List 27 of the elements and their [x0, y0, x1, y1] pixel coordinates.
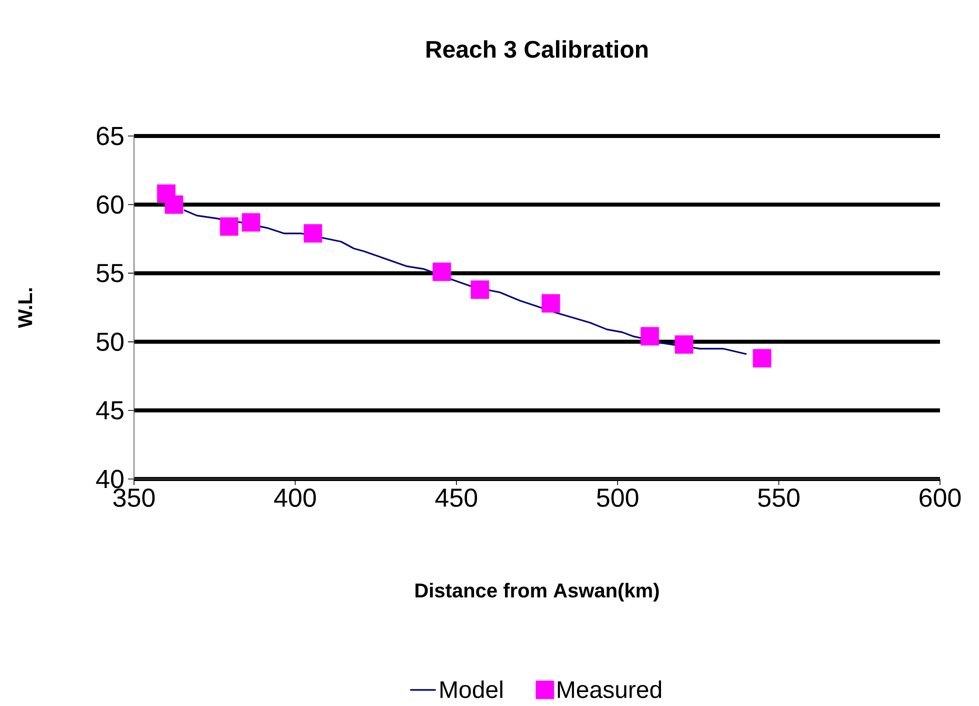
point: [674, 335, 694, 354]
y-tick-label: 60: [96, 195, 124, 214]
point: [242, 213, 260, 232]
y-axis-title: W.L.: [18, 288, 32, 328]
y-tick-label: 40: [96, 470, 124, 488]
x-tick-label: 350: [113, 488, 155, 507]
chart-title: Reach 3 Calibration: [426, 40, 648, 58]
point: [432, 262, 452, 282]
legend-label: Model: [440, 680, 502, 698]
point: [164, 195, 184, 214]
point: [542, 294, 560, 313]
y-tick-label: 65: [96, 126, 124, 146]
y-tick-label: 55: [96, 264, 124, 282]
legend-label: Measured: [558, 680, 662, 698]
y-tick-label: 50: [96, 332, 124, 351]
point: [752, 349, 772, 368]
x-axis-title: Distance from Aswan(km): [416, 582, 659, 602]
y-tick-label: 45: [96, 401, 124, 420]
point: [304, 224, 322, 243]
x-tick-label: 400: [274, 488, 316, 507]
x-tick-label: 600: [920, 488, 961, 507]
x-tick-label: 550: [758, 488, 800, 507]
point: [220, 217, 238, 236]
x-tick-label: 500: [596, 488, 638, 507]
point: [470, 280, 490, 299]
x-tick-label: 450: [435, 488, 478, 507]
point: [640, 327, 660, 346]
